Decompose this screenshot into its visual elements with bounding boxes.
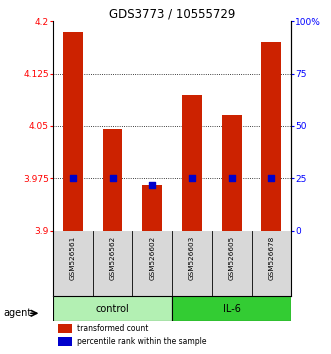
Text: percentile rank within the sample: percentile rank within the sample — [77, 337, 206, 346]
Text: IL-6: IL-6 — [223, 303, 241, 314]
Bar — [53, 296, 172, 321]
Text: control: control — [96, 303, 129, 314]
Text: GSM526605: GSM526605 — [229, 236, 235, 280]
Text: transformed count: transformed count — [77, 324, 148, 333]
Bar — [172, 296, 291, 321]
Point — [70, 176, 75, 181]
Text: GSM526561: GSM526561 — [70, 236, 76, 280]
Text: GSM526562: GSM526562 — [110, 236, 116, 280]
Bar — [58, 324, 72, 333]
Bar — [142, 185, 162, 230]
Text: GSM526678: GSM526678 — [268, 236, 274, 280]
Point — [229, 176, 234, 181]
Text: GSM526603: GSM526603 — [189, 236, 195, 280]
Bar — [222, 115, 242, 230]
Point — [150, 182, 155, 187]
Text: GSM526602: GSM526602 — [149, 236, 155, 280]
Bar — [261, 42, 281, 230]
Bar — [103, 130, 122, 230]
Point — [189, 176, 195, 181]
Title: GDS3773 / 10555729: GDS3773 / 10555729 — [109, 7, 235, 20]
Point — [269, 176, 274, 181]
Point — [110, 176, 115, 181]
Bar — [58, 337, 72, 346]
Bar — [63, 32, 83, 230]
Bar — [182, 95, 202, 230]
Text: agent: agent — [3, 308, 31, 318]
